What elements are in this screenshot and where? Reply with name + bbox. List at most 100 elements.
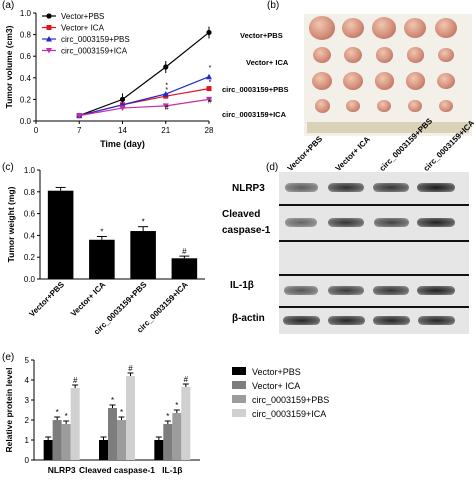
blot-label-bactin: β-actin (232, 313, 265, 324)
photo-row-label-2: Vector+ ICA (246, 58, 289, 67)
legend-entry: Vector+PBS (252, 367, 301, 377)
data-point (46, 48, 52, 54)
blot-band (284, 286, 318, 295)
blot-band (282, 316, 320, 325)
bar (99, 440, 108, 460)
data-point (206, 29, 212, 36)
x-axis-label: Time (day) (100, 139, 145, 149)
bar (171, 258, 198, 279)
blot-header-2: Vector+ ICA (333, 134, 372, 173)
bar (70, 388, 80, 460)
x-tick-label: 7 (77, 126, 82, 135)
tumor-sample (438, 47, 454, 63)
panel-label-e: (e) (2, 352, 15, 363)
data-point (46, 13, 52, 19)
y-tick-label: 2 (25, 416, 30, 425)
blot-strip (279, 276, 469, 306)
tumor-sample (408, 99, 422, 113)
data-point (76, 113, 83, 119)
blot-label-il1b: IL-1β (230, 280, 254, 291)
significance-mark: # (165, 105, 169, 112)
y-tick-label: 0.8 (20, 31, 32, 40)
blot-band (328, 286, 364, 295)
tumor-sample (372, 17, 396, 39)
significance-mark: * (65, 412, 68, 421)
significance-mark: # (208, 99, 212, 106)
y-tick-label: 1 (25, 436, 30, 445)
panel-label-d: (d) (266, 162, 279, 173)
blot-strip (279, 242, 469, 274)
tumor-sample (309, 16, 335, 40)
blot-band (373, 286, 409, 295)
blot-band (327, 183, 365, 192)
y-tick-label: 3 (25, 396, 30, 405)
significance-mark: * (209, 65, 212, 72)
significance-mark: # (73, 376, 78, 385)
y-tick-label: 0.8 (24, 188, 36, 197)
x-tick-label: 28 (205, 126, 214, 135)
tumor-sample (375, 47, 393, 63)
bar (117, 420, 126, 460)
y-tick-label: 0.4 (24, 231, 36, 240)
y-tick-label: 4 (25, 376, 30, 385)
y-tick-label: 0.6 (20, 52, 32, 61)
panel-label-c: (c) (2, 162, 14, 173)
y-tick-label: 0.2 (24, 253, 36, 262)
tumor-sample (439, 99, 453, 113)
photo-row-label-3: circ_0003159+PBS (222, 85, 289, 94)
tumor-sample (406, 47, 424, 63)
blot-band (284, 183, 318, 192)
bar (163, 424, 173, 460)
y-tick-label: 0.4 (20, 74, 32, 83)
bar (89, 239, 115, 279)
blot-strip (279, 172, 469, 204)
blot-strip (279, 308, 469, 334)
data-point (206, 96, 212, 103)
y-axis-label: Tumor weight (mg) (6, 186, 16, 262)
bar (61, 424, 71, 460)
legend-swatch (232, 395, 246, 403)
y-tick-label: 0 (25, 456, 30, 465)
tumor-sample (344, 46, 362, 64)
significance-mark: # (128, 364, 133, 373)
y-tick-label: 1.0 (20, 9, 32, 18)
data-point (206, 86, 212, 92)
tumor-sample (343, 72, 363, 90)
panel-label-b: (b) (267, 0, 280, 11)
x-tick-label: Vector+ ICA (69, 280, 107, 318)
y-tick-label: 5 (25, 356, 30, 365)
legend-swatch (232, 381, 246, 389)
tumor-sample (405, 72, 425, 90)
blot-band (373, 183, 409, 192)
significance-mark: * (175, 401, 178, 410)
blot-strip (279, 206, 469, 240)
data-point (162, 91, 169, 97)
blot-band (417, 286, 455, 295)
significance-mark: * (142, 218, 145, 227)
tumor-sample (377, 99, 391, 113)
data-point (46, 36, 52, 42)
data-point (162, 103, 169, 109)
bar (126, 376, 135, 460)
y-axis-label: Relative protein level (4, 367, 14, 452)
significance-mark: * (165, 87, 168, 94)
blot-band (284, 218, 318, 227)
legend-entry: circ_0003159+ICA (252, 409, 326, 419)
tumor-sample (314, 99, 330, 113)
blot-band (417, 183, 455, 192)
series-line (79, 31, 210, 117)
series-line (79, 98, 210, 117)
x-tick-label: Cleaved caspase-1 (79, 465, 155, 475)
tumor-sample (437, 72, 455, 90)
bar (181, 387, 191, 460)
significance-mark: * (165, 83, 168, 90)
legend-swatch (232, 367, 246, 375)
significance-mark: * (166, 412, 169, 421)
legend-entry: circ_0003159+ICA (61, 47, 128, 56)
x-tick-label: NLRP3 (48, 465, 76, 475)
significance-mark: * (100, 227, 103, 236)
data-point (206, 73, 212, 80)
blot-band (327, 316, 365, 325)
tumor-sample (435, 18, 457, 38)
tumor-sample (342, 18, 364, 38)
